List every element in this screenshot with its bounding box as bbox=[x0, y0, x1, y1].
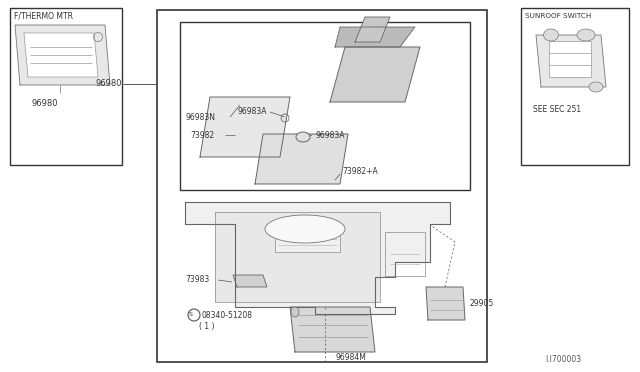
Polygon shape bbox=[215, 212, 380, 302]
Polygon shape bbox=[355, 17, 390, 42]
Polygon shape bbox=[536, 35, 606, 87]
Bar bbox=[275, 232, 340, 252]
Ellipse shape bbox=[577, 29, 595, 41]
Text: SUNROOF SWITCH: SUNROOF SWITCH bbox=[525, 13, 591, 19]
Polygon shape bbox=[200, 97, 290, 157]
Polygon shape bbox=[185, 202, 450, 314]
Ellipse shape bbox=[589, 82, 603, 92]
Polygon shape bbox=[255, 134, 348, 184]
Text: 08340-51208: 08340-51208 bbox=[202, 311, 253, 320]
Text: S: S bbox=[189, 312, 193, 317]
Polygon shape bbox=[24, 33, 98, 77]
Text: 96980: 96980 bbox=[95, 80, 122, 89]
Polygon shape bbox=[15, 25, 110, 85]
Bar bbox=[180, 22, 470, 190]
Text: 96983A: 96983A bbox=[237, 108, 266, 116]
Bar bbox=[10, 8, 122, 165]
Text: F/THERMO MTR: F/THERMO MTR bbox=[14, 12, 73, 20]
Bar bbox=[385, 232, 425, 276]
Polygon shape bbox=[426, 287, 465, 320]
Bar bbox=[157, 10, 487, 362]
Ellipse shape bbox=[291, 307, 299, 317]
Text: 73982: 73982 bbox=[190, 131, 214, 140]
Bar bbox=[521, 8, 629, 165]
Text: 73983: 73983 bbox=[185, 276, 209, 285]
Text: 96984M: 96984M bbox=[335, 353, 366, 362]
Text: 73982+A: 73982+A bbox=[342, 167, 378, 176]
Ellipse shape bbox=[296, 132, 310, 142]
Polygon shape bbox=[290, 307, 375, 352]
Text: ( 1 ): ( 1 ) bbox=[199, 323, 214, 331]
Ellipse shape bbox=[265, 215, 345, 243]
Ellipse shape bbox=[543, 29, 559, 41]
Text: 29905: 29905 bbox=[470, 299, 494, 308]
Text: SEE SEC 251: SEE SEC 251 bbox=[533, 106, 581, 115]
Polygon shape bbox=[330, 47, 420, 102]
Text: I.I700003: I.I700003 bbox=[545, 356, 581, 365]
Polygon shape bbox=[233, 275, 267, 287]
Text: 96983N: 96983N bbox=[185, 112, 215, 122]
Polygon shape bbox=[335, 27, 415, 47]
Text: 96983A: 96983A bbox=[315, 131, 344, 140]
Text: 96980: 96980 bbox=[32, 99, 58, 108]
Bar bbox=[549, 41, 591, 77]
